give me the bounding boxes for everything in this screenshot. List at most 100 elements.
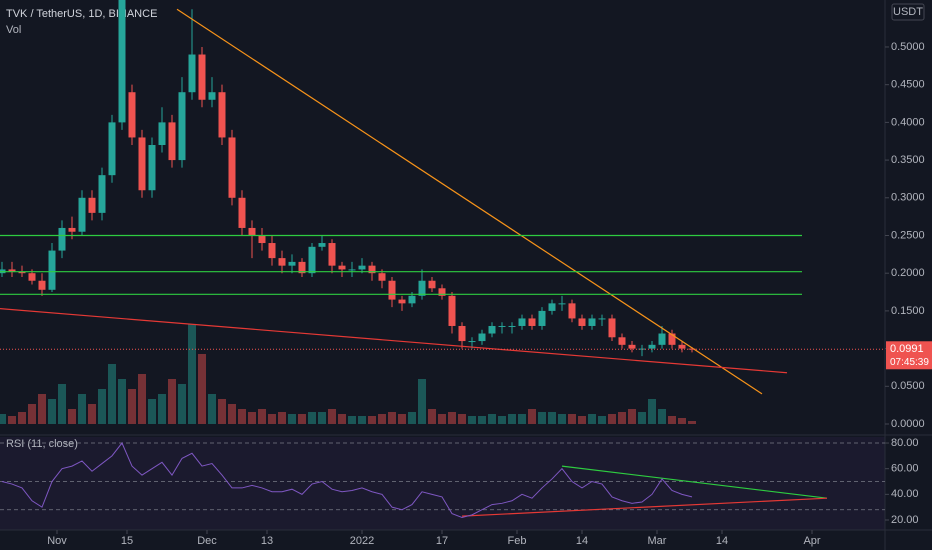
- volume-bar: [108, 364, 116, 424]
- rsi-tick-label: 60.00: [891, 463, 919, 475]
- volume-bar: [338, 414, 346, 424]
- volume-bar: [408, 412, 416, 424]
- candle-body: [88, 197, 96, 213]
- rsi-pane: [0, 437, 885, 530]
- candle-body: [558, 303, 566, 305]
- candle-body: [338, 265, 346, 270]
- x-tick-label: Feb: [508, 535, 527, 547]
- candle-body: [18, 271, 26, 274]
- candle-body: [78, 197, 86, 232]
- volume-bar: [158, 394, 166, 424]
- candle-body: [298, 261, 306, 274]
- y-tick-label: 0.1500: [891, 305, 925, 317]
- volume-bar: [188, 324, 196, 424]
- candle-body: [48, 250, 56, 290]
- volume-bar: [168, 379, 176, 424]
- candle-body: [138, 137, 146, 191]
- volume-bar: [48, 399, 56, 424]
- candle-body: [118, 0, 126, 123]
- volume-bar: [128, 389, 136, 424]
- candle-body: [648, 344, 656, 349]
- rsi-tick-label: 40.00: [891, 488, 919, 500]
- volume-bar: [208, 394, 216, 424]
- candle-body: [68, 227, 76, 232]
- volume-bar: [138, 374, 146, 424]
- trend-line: [176, 8, 763, 395]
- candle-body: [508, 325, 516, 327]
- volume-bar: [148, 399, 156, 424]
- volume-bar: [358, 416, 366, 424]
- last-price-badge: [886, 341, 932, 370]
- candle-body: [418, 280, 426, 296]
- candle-body: [578, 318, 586, 326]
- x-tick-label: Mar: [648, 535, 667, 547]
- x-tick-label: Dec: [197, 535, 217, 547]
- x-tick-label: 2022: [350, 535, 374, 547]
- volume-bar: [688, 421, 696, 424]
- volume-bar: [528, 409, 536, 424]
- candle-body: [38, 280, 46, 290]
- volume-bar: [178, 384, 186, 424]
- volume-bar: [648, 399, 656, 424]
- y-tick-label: 0.2000: [891, 267, 925, 279]
- volume-bar: [588, 414, 596, 424]
- currency: USDT: [893, 6, 923, 18]
- candle-body: [498, 325, 506, 327]
- volume-bar: [618, 412, 626, 424]
- candle-body: [98, 175, 106, 213]
- candle-body: [128, 92, 136, 138]
- rsi-label: RSI (11, close): [6, 438, 78, 450]
- rsi-tick-label: 80.00: [891, 437, 919, 449]
- volume-bar: [68, 409, 76, 424]
- volume-bar: [238, 409, 246, 424]
- volume-bar: [378, 414, 386, 424]
- candle-body: [8, 269, 16, 272]
- candle-body: [348, 269, 356, 271]
- currency-badge[interactable]: [891, 3, 925, 21]
- rsi-trend-line: [561, 465, 828, 499]
- volume-bar: [288, 414, 296, 424]
- volume-bar: [298, 414, 306, 424]
- candle-body: [148, 145, 156, 191]
- volume-bar: [608, 414, 616, 424]
- y-tick-label: 0.5000: [891, 41, 925, 53]
- candle-body: [438, 288, 446, 296]
- candle-body: [268, 243, 276, 259]
- candle-body: [198, 54, 206, 100]
- x-tick-label: Nov: [47, 535, 67, 547]
- candle-body: [58, 227, 66, 251]
- candle-body: [328, 243, 336, 266]
- volume-bar: [678, 418, 686, 424]
- candle-body: [158, 122, 166, 146]
- candle-body: [618, 337, 626, 345]
- volume-bar: [0, 414, 6, 424]
- last-price-label: 0.0991: [890, 343, 924, 355]
- candle-body: [28, 273, 36, 281]
- candle-body: [668, 333, 676, 345]
- volume-bar: [318, 412, 326, 424]
- trend-line: [0, 308, 788, 374]
- volume-bar: [258, 409, 266, 424]
- candle-body: [188, 54, 196, 93]
- y-tick-label: 0.0500: [891, 380, 925, 392]
- volume-bar: [308, 412, 316, 424]
- rsi-trend-line: [461, 497, 828, 517]
- candle-body: [218, 92, 226, 138]
- candle-body: [278, 258, 286, 266]
- volume-bar: [638, 412, 646, 424]
- volume-bar: [518, 414, 526, 424]
- volume-bar: [558, 414, 566, 424]
- volume-bar: [478, 416, 486, 424]
- volume-bar: [548, 412, 556, 424]
- volume-bar: [628, 409, 636, 424]
- y-tick-label: 0.4500: [891, 79, 925, 91]
- volume-bar: [598, 416, 606, 424]
- volume-bar: [488, 414, 496, 424]
- volume-bar: [278, 412, 286, 424]
- volume-bar: [28, 404, 36, 424]
- candle-body: [398, 299, 406, 304]
- volume-bar: [218, 399, 226, 424]
- candle-body: [568, 303, 576, 319]
- y-tick-label: 0.2500: [891, 229, 925, 241]
- y-tick-label: 0.0000: [891, 418, 925, 430]
